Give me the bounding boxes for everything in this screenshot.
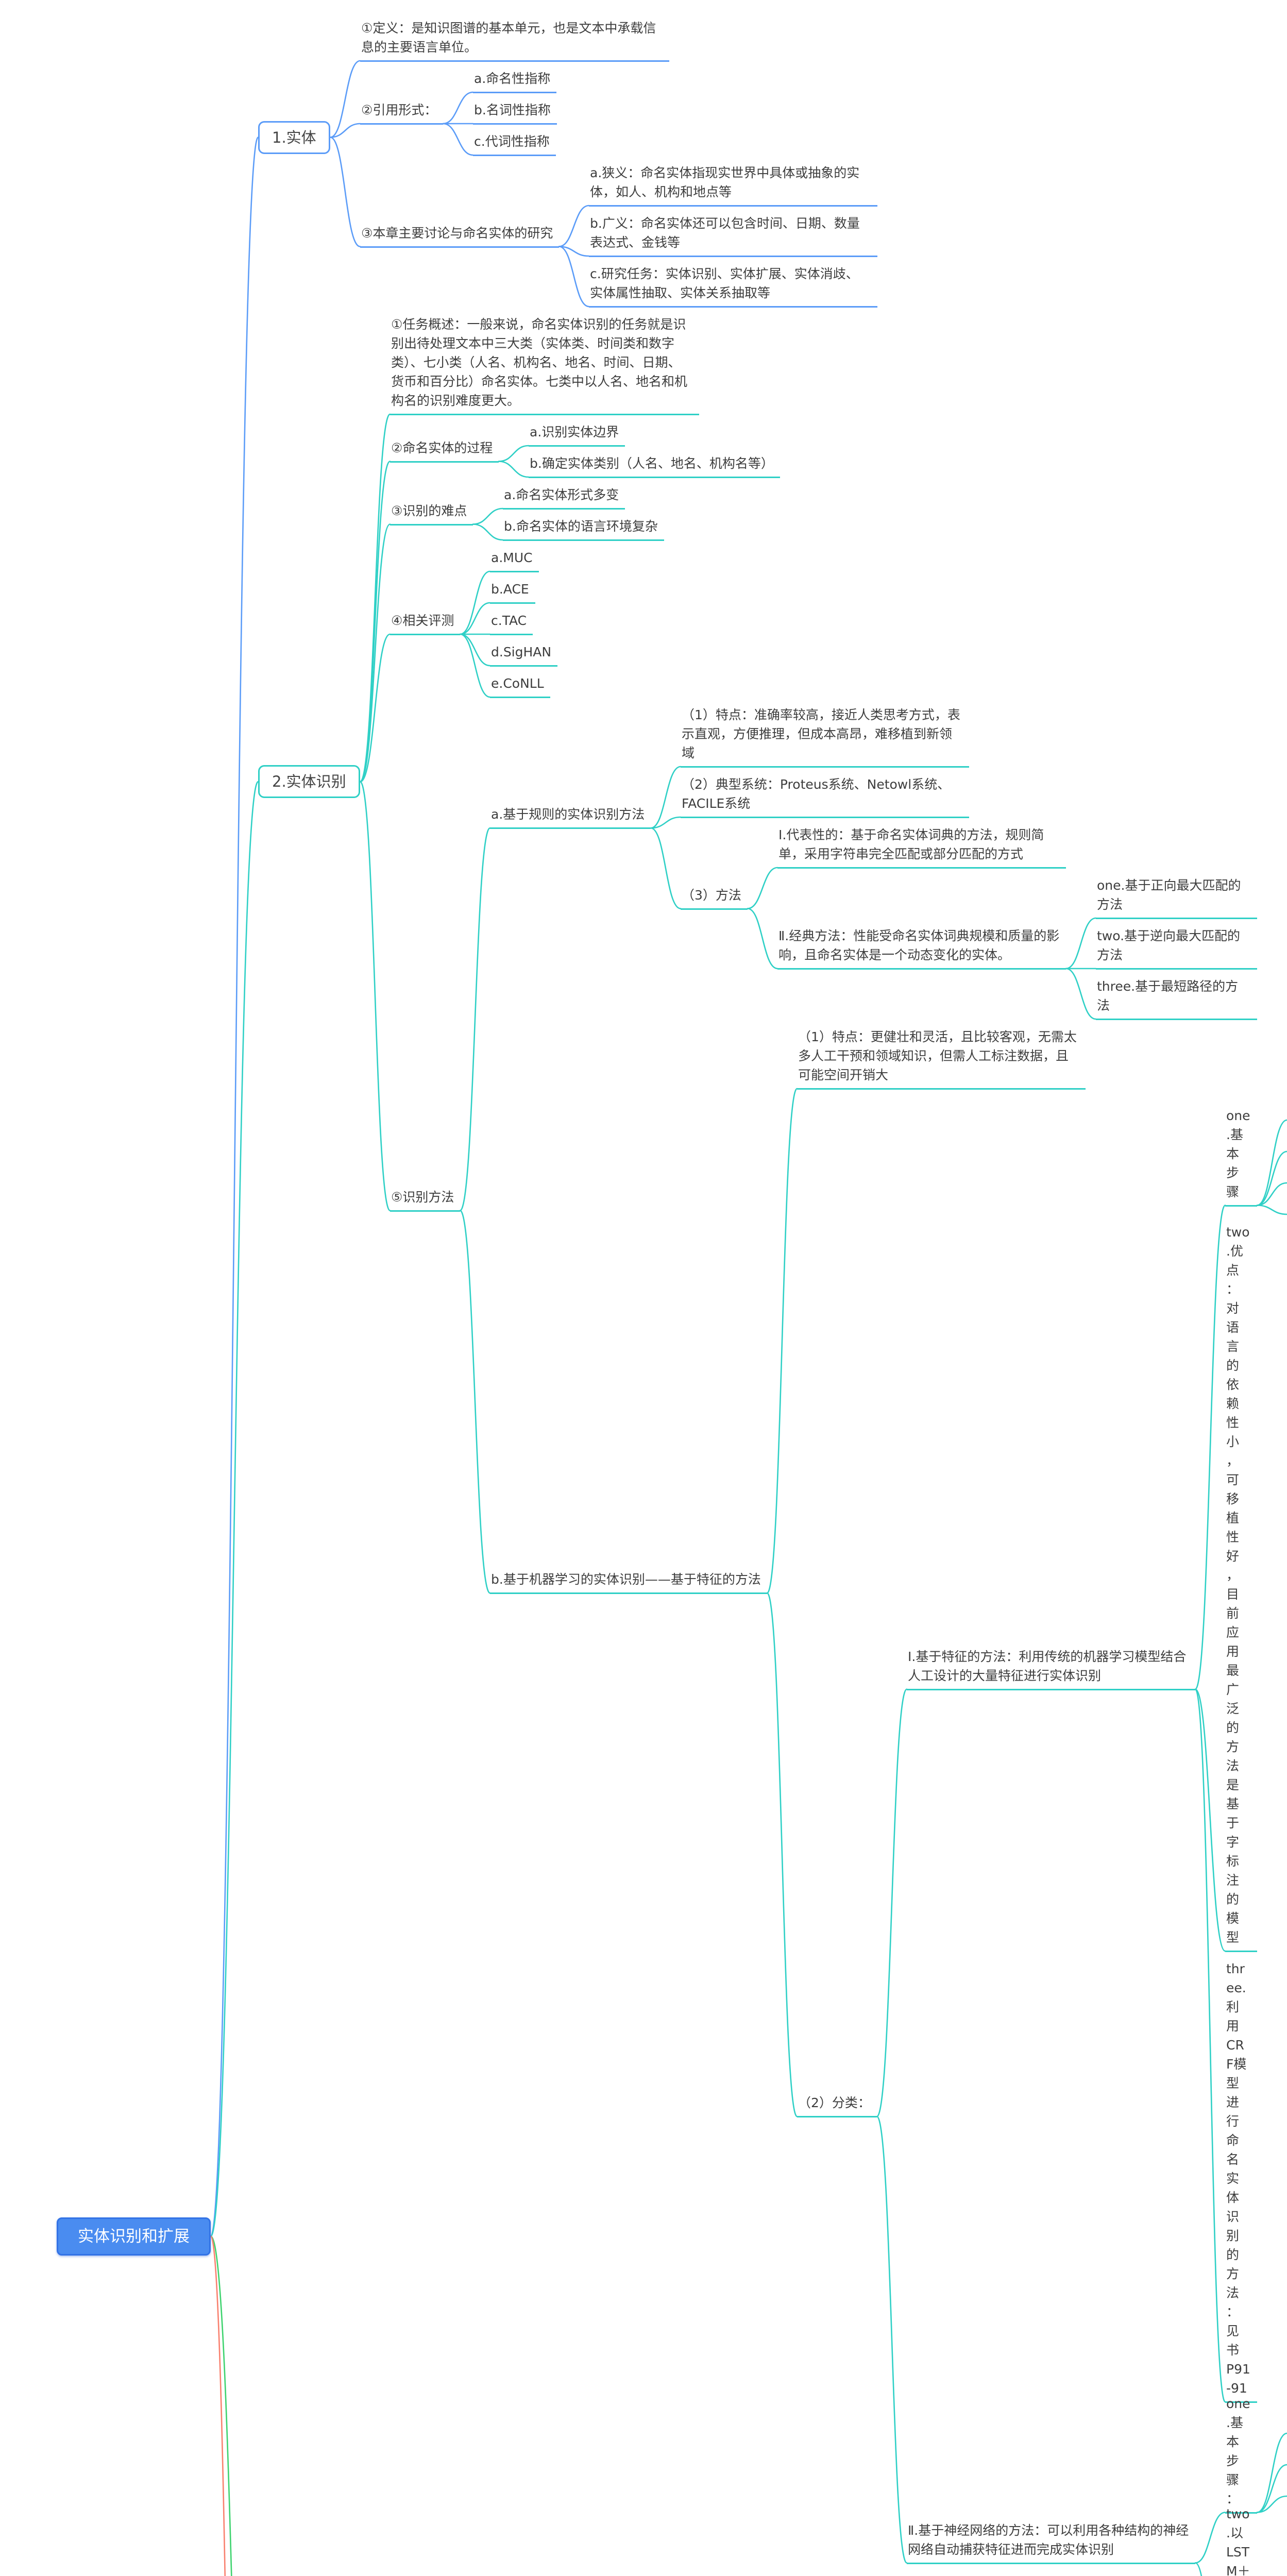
- mindmap-node[interactable]: b.基于机器学习的实体识别——基于特征的方法: [490, 1569, 767, 1595]
- mindmap-node[interactable]: c.代词性指称: [473, 131, 556, 156]
- mindmap-node[interactable]: two.以LSTM＋CRF为例介绍，见书P92: [1225, 2503, 1257, 2576]
- connector-line: [1194, 1205, 1226, 1690]
- root-node[interactable]: 实体识别和扩展: [57, 2217, 211, 2256]
- connector-line: [558, 205, 590, 247]
- connector-line: [1065, 968, 1097, 1020]
- mindmap-node[interactable]: （2）分类：: [797, 2092, 877, 2118]
- mindmap-node[interactable]: a.命名实体形式多变: [503, 484, 625, 510]
- mindmap-node[interactable]: ②命名实体的过程: [390, 437, 499, 463]
- mindmap-node[interactable]: e.CoNLL: [490, 673, 550, 698]
- connector-line: [650, 816, 682, 829]
- mindmap-node[interactable]: b.广义：命名实体还可以包含时间、日期、数量表达式、金钱等: [589, 213, 877, 257]
- mindmap-node[interactable]: ④相关评测: [390, 610, 461, 635]
- connector-line: [210, 2235, 232, 2576]
- mindmap-node[interactable]: b.ACE: [490, 579, 535, 604]
- mindmap-node[interactable]: a.命名性指称: [473, 68, 557, 93]
- mindmap-node[interactable]: two.优点：对语言的依赖性小，可移植性好，目前应用最广泛的方法是基于字标注的模…: [1225, 1222, 1257, 1952]
- mindmap-node[interactable]: b.命名实体的语言环境复杂: [503, 516, 664, 541]
- connector-line: [459, 827, 491, 1211]
- connector-line: [1256, 2495, 1287, 2513]
- mindmap-node[interactable]: （2）典型系统：Proteus系统、Netowl系统、FACILE系统: [681, 774, 969, 818]
- mindmap-node[interactable]: Ⅰ.代表性的：基于命名实体词典的方法，规则简单，采用字符串完全匹配或部分匹配的方…: [777, 824, 1066, 869]
- connector-line: [558, 246, 590, 308]
- mindmap-node[interactable]: a.识别实体边界: [529, 421, 625, 447]
- connector-line: [359, 461, 391, 783]
- connector-line: [766, 1592, 798, 2117]
- connector-line: [1256, 1150, 1287, 1206]
- connector-line: [1256, 1205, 1287, 1215]
- connector-line: [210, 781, 259, 2237]
- mindmap-node[interactable]: c.TAC: [490, 610, 533, 635]
- connector-line: [442, 123, 474, 156]
- connector-line: [876, 2115, 908, 2564]
- mindmap-node[interactable]: （1）特点：更健壮和灵活，且比较客观，无需太多人工干预和领域知识，但需人工标注数…: [797, 1026, 1086, 1090]
- mindmap-node[interactable]: Ⅱ.基于神经网络的方法：可以利用各种结构的神经网络自动捕获特征进而完成实体识别: [907, 2520, 1195, 2564]
- mindmap-node[interactable]: b.确定实体类别（人名、地名、机构名等）: [529, 453, 780, 478]
- connector-line: [1256, 1182, 1287, 1206]
- connector-line: [1256, 2432, 1287, 2513]
- connector-line: [876, 1688, 908, 2117]
- mindmap-node[interactable]: Ⅰ.基于特征的方法：利用传统的机器学习模型结合人工设计的大量特征进行实体识别: [907, 1646, 1195, 1690]
- connector-line: [1256, 2464, 1287, 2513]
- connector-line: [359, 523, 391, 783]
- connector-line: [558, 246, 590, 257]
- mindmap-node[interactable]: Ⅱ.经典方法：性能受命名实体词典规模和质量的影响，且命名实体是一个动态变化的实体…: [777, 925, 1066, 970]
- connector-line: [747, 867, 778, 909]
- connector-line: [650, 766, 682, 829]
- connector-line: [459, 570, 491, 635]
- connector-line: [1194, 1688, 1226, 1952]
- mindmap-node[interactable]: c.研究任务：实体识别、实体扩展、实体消歧、实体属性抽取、实体关系抽取等: [589, 263, 877, 308]
- mindmap-node[interactable]: b.名词性指称: [473, 99, 557, 125]
- mindmap-node[interactable]: two.基于逆向最大匹配的方法: [1096, 925, 1257, 970]
- connector-line: [329, 60, 361, 138]
- mindmap-node[interactable]: one.基本步骤：: [1225, 2393, 1257, 2514]
- mindmap-node[interactable]: a.狭义：命名实体指现实世界中具体或抽象的实体，如人、机构和地点等: [589, 162, 877, 207]
- mindmap-node[interactable]: ②引用形式：: [360, 99, 444, 125]
- connector-line: [459, 633, 491, 698]
- connector-line: [459, 633, 491, 667]
- branch-node-2[interactable]: 2.实体识别: [258, 765, 360, 799]
- mindmap-node[interactable]: （1）特点：准确率较高，接近人类思考方式，表示直观，方便推理，但成本高昂，难移植…: [681, 704, 969, 768]
- connector-line: [359, 633, 391, 783]
- connector-line: [329, 137, 361, 247]
- mindmap-node[interactable]: ③本章主要讨论与命名实体的研究: [360, 223, 560, 248]
- connector-line: [766, 1088, 798, 1594]
- connector-line: [1194, 2512, 1226, 2564]
- connector-line: [1194, 2562, 1203, 2576]
- connector-line: [1256, 1119, 1287, 1206]
- connector-line: [210, 137, 259, 2237]
- connector-line: [650, 827, 682, 909]
- connector-line: [210, 2235, 226, 2576]
- connector-line: [498, 445, 530, 462]
- connector-line: [459, 602, 491, 635]
- connector-line: [329, 123, 361, 138]
- mindmap-node[interactable]: a.MUC: [490, 547, 539, 572]
- mindmap-node[interactable]: three.基于最短路径的方法: [1096, 976, 1257, 1020]
- connector-line: [747, 908, 778, 970]
- mindmap-node[interactable]: （3）方法: [681, 885, 748, 910]
- mindmap-node[interactable]: three.利用CRF模型进行命名实体识别的方法：见书P91-91: [1225, 1958, 1257, 2403]
- connector-line: [359, 781, 391, 1211]
- mindmap-node[interactable]: ①任务概述：一般来说，命名实体识别的任务就是识别出待处理文本中三大类（实体类、时…: [390, 314, 699, 415]
- connector-line: [472, 507, 504, 525]
- mindmap-node[interactable]: ①定义：是知识图谱的基本单元，也是文本中承载信息的主要语言单位。: [360, 18, 669, 62]
- connector-line: [442, 91, 474, 125]
- connector-line: [459, 1210, 491, 1594]
- connector-line: [1194, 1688, 1226, 2403]
- mindmap-node[interactable]: a.基于规则的实体识别方法: [490, 804, 651, 829]
- mindmap-node[interactable]: d.SigHAN: [490, 641, 558, 667]
- mindmap-node[interactable]: one.基本步骤: [1225, 1105, 1257, 1207]
- branch-node-1[interactable]: 1.实体: [258, 121, 330, 154]
- mindmap-node[interactable]: one.基于正向最大匹配的方法: [1096, 875, 1257, 919]
- connector-line: [1065, 917, 1097, 970]
- mindmap-node[interactable]: ⑤识别方法: [390, 1187, 461, 1212]
- connector-line: [498, 461, 530, 478]
- connector-line: [472, 523, 504, 541]
- mindmap-node[interactable]: ③识别的难点: [390, 500, 473, 526]
